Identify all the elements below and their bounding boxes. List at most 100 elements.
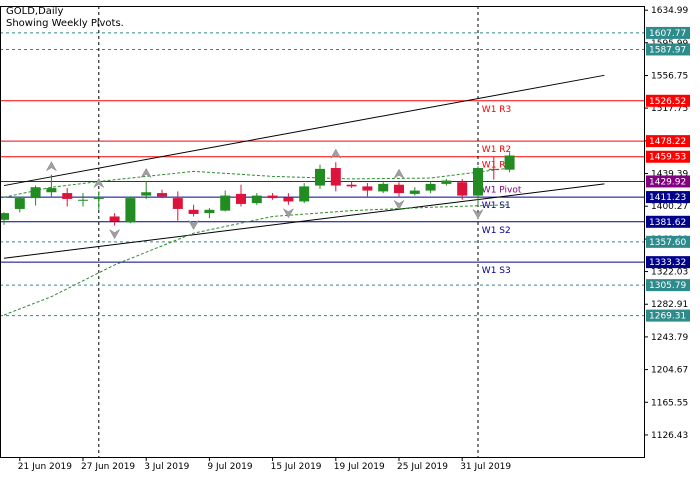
price-tag-label: 1381.62: [649, 218, 686, 228]
price-tag-label: 1526.52: [649, 97, 686, 107]
candle-body: [220, 195, 231, 211]
x-tick-label: 3 Jul 2019: [144, 462, 189, 472]
candle-body: [30, 187, 41, 199]
candle-body: [236, 193, 246, 204]
candle-body: [362, 186, 373, 191]
pivot-label: W1 Pivot: [482, 185, 522, 195]
candle-body: [283, 197, 294, 202]
price-tag-label: 1587.97: [649, 45, 686, 55]
candle-body: [46, 188, 57, 193]
chart-subtitle: Showing Weekly Pivots.: [6, 18, 124, 29]
candle-body: [93, 198, 104, 200]
price-tag: [646, 43, 690, 56]
fractal-down-marker: [472, 208, 484, 220]
pivot-label: W1 S2: [482, 226, 511, 236]
candle-body: [425, 183, 436, 191]
candle-body: [14, 198, 25, 209]
candle-body: [378, 183, 389, 192]
candle-body: [457, 182, 468, 196]
fractal-down-marker: [393, 199, 405, 210]
price-tag-label: 1478.22: [649, 137, 686, 147]
envelope-upper-line: [3, 167, 510, 198]
x-tick-label: 21 Jun 2019: [18, 462, 72, 472]
price-tag: [646, 94, 690, 107]
candle-body: [78, 199, 88, 201]
y-tick-label: 1126.43: [651, 431, 688, 441]
price-tag-label: 1459.53: [649, 153, 686, 163]
y-tick-label: 1556.75: [651, 72, 688, 82]
candle-body: [141, 192, 152, 196]
y-tick-label: 1517.75: [651, 104, 688, 114]
candle-body: [441, 180, 452, 184]
candle-body: [157, 193, 167, 197]
candle-body: [0, 213, 9, 220]
price-tag-label: 1305.79: [649, 281, 686, 291]
price-tag-label: 1411.23: [649, 193, 686, 203]
candle-body: [267, 195, 278, 199]
candle-body: [204, 209, 215, 214]
price-tag: [646, 235, 690, 248]
price-tag-label: 1269.31: [649, 312, 686, 322]
candle-body: [488, 168, 499, 170]
envelope-lower-line: [3, 204, 510, 316]
x-tick-label: 15 Jul 2019: [271, 462, 322, 472]
fractal-down-marker: [187, 219, 200, 230]
fractal-down-marker: [108, 228, 121, 240]
fractal-up-marker: [93, 177, 105, 189]
candle-body: [299, 186, 310, 202]
trend-line: [3, 74, 605, 187]
y-tick-label: 1400.27: [651, 202, 688, 212]
candle-body: [330, 168, 341, 186]
price-tag: [646, 26, 690, 39]
pivot-label: W1 R3: [482, 105, 511, 115]
y-tick-label: 1204.67: [651, 366, 688, 376]
candle-body: [109, 216, 120, 222]
price-tag: [646, 135, 690, 148]
pivot-label: W1 R1: [482, 161, 511, 171]
price-tag: [646, 175, 690, 188]
y-tick-label: 1439.39: [651, 170, 688, 180]
y-tick-label: 1322.03: [651, 268, 688, 278]
fractal-up-marker: [45, 161, 58, 172]
fractal-up-marker: [393, 168, 405, 179]
price-tag: [646, 256, 690, 269]
candle-body: [409, 190, 420, 194]
price-tag: [646, 309, 690, 322]
y-tick-label: 1634.99: [651, 6, 688, 16]
pivot-label: W1 S1: [482, 201, 511, 211]
price-tag: [646, 150, 690, 163]
x-tick-label: 31 Jul 2019: [460, 462, 511, 472]
candle-body: [251, 195, 262, 204]
x-tick-label: 9 Jul 2019: [207, 462, 252, 472]
candle-body: [62, 193, 73, 199]
y-tick-label: 1282.91: [651, 300, 688, 310]
plot-frame: [0, 6, 645, 458]
candle-body: [188, 209, 199, 214]
pivot-label: W1 R2: [482, 145, 511, 155]
price-tag: [646, 191, 690, 204]
price-tag-label: 1429.92: [649, 177, 686, 187]
y-tick-label: 1243.79: [651, 333, 688, 343]
x-tick-label: 19 Jul 2019: [334, 462, 385, 472]
candle-body: [315, 168, 325, 186]
pivot-label: W1 S3: [482, 266, 511, 276]
price-tag-label: 1333.32: [649, 258, 686, 268]
trend-line: [3, 183, 605, 259]
chart-title: GOLD,Daily: [6, 6, 63, 17]
x-tick-label: 27 Jun 2019: [81, 462, 135, 472]
fractal-up-marker: [330, 148, 342, 159]
candle-body: [125, 198, 136, 223]
candle-body: [346, 184, 357, 187]
candle-body: [473, 168, 483, 196]
y-tick-label: 1165.55: [651, 398, 688, 408]
candle-body: [504, 155, 515, 170]
fractal-down-marker: [282, 208, 295, 219]
candle-body: [394, 184, 404, 194]
fractal-up-marker: [140, 167, 152, 179]
price-tag-label: 1357.60: [649, 238, 686, 248]
price-tag: [646, 215, 690, 228]
price-tag-label: 1607.77: [649, 29, 686, 39]
candle-body: [172, 198, 183, 209]
